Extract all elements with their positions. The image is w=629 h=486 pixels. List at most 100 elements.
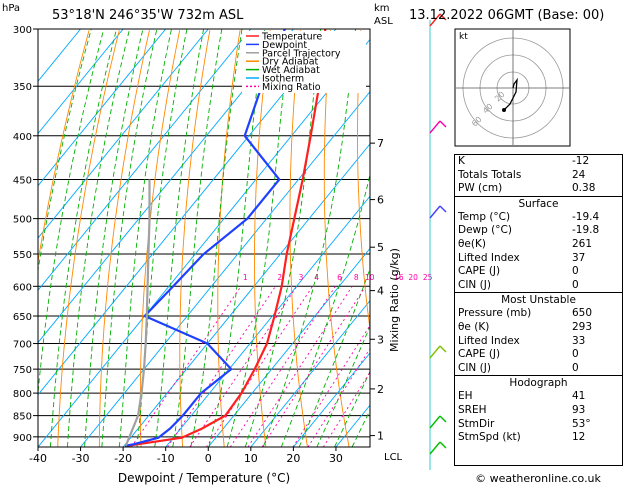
surface-title: Surface: [518, 197, 559, 210]
mixing-ratio-label: 2: [277, 273, 282, 282]
most-unstable-value: 0: [572, 348, 579, 361]
hodo-index-value: 53°: [572, 417, 591, 430]
isotherm: [38, 29, 209, 239]
legend-label-2: Parcel Trajectory: [262, 48, 341, 59]
most-unstable-label: CAPE (J): [458, 348, 501, 361]
most-unstable-value: 650: [572, 307, 593, 320]
hodograph-kt-label: kt: [459, 32, 468, 42]
surface-label: CAPE (J): [458, 265, 501, 278]
pressure-tick-300: 300: [13, 25, 32, 36]
isotherm: [80, 90, 370, 447]
lcl-label: LCL: [384, 452, 403, 463]
legend-label-6: Mixing Ratio: [262, 82, 321, 93]
surface-value: 0: [572, 278, 579, 291]
most-unstable-value: 33: [572, 334, 586, 347]
pressure-tick-400: 400: [13, 132, 32, 143]
asl-label: ASL: [374, 16, 393, 27]
index-label: K: [458, 155, 465, 167]
isotherm: [293, 352, 370, 447]
wet-adiabat: [298, 267, 370, 447]
index-label: Totals Totals: [458, 168, 522, 181]
wet-adiabat: [172, 29, 223, 447]
index-value: -12: [572, 155, 590, 167]
most-unstable-label: Lifted Index: [458, 334, 520, 347]
surface-value: -19.4: [572, 210, 600, 223]
hodo-index-value: 93: [572, 403, 586, 416]
mixing-ratio-line: [261, 286, 366, 447]
wind-barb-3: [429, 345, 441, 359]
series-parcel-trajectory: [124, 179, 151, 447]
legend-label-3: Dry Adiabat: [262, 57, 319, 68]
wind-barb-4: [429, 415, 441, 429]
wind-barb-0: [429, 13, 441, 27]
surface-row: θe(K) 261: [455, 238, 622, 252]
pressure-tick-450: 450: [13, 176, 32, 187]
wet-adiabat: [190, 29, 243, 447]
mixing-ratio-line: [205, 286, 313, 447]
index-row: K -12: [455, 155, 622, 169]
series-dewpoint: [124, 29, 286, 447]
wind-barb-5: [429, 441, 441, 455]
mixing-ratio-label: 16: [394, 273, 404, 282]
surface-value: 261: [572, 237, 593, 250]
x-tick-label: 0: [205, 452, 212, 465]
most-unstable-title: Most Unstable: [501, 294, 576, 307]
pressure-tick-550: 550: [13, 250, 32, 261]
index-row: Totals Totals 24: [455, 169, 622, 183]
hodo-index-label: EH: [458, 390, 473, 403]
index-label: PW (cm): [458, 182, 503, 195]
surface-row: Temp (°C) -19.4: [455, 211, 622, 225]
mixing-ratio-label: 3: [299, 273, 304, 282]
most-unstable-row: CIN (J) 0: [455, 362, 622, 376]
surface-row: CAPE (J) 0: [455, 265, 622, 279]
legend-label-1: Dewpoint: [262, 40, 307, 51]
wind-barb-flag-0: [439, 13, 447, 21]
km-tick-3: 3: [377, 333, 384, 346]
km-tick-6: 6: [377, 194, 384, 207]
hodo-index-row: StmDir 53°: [455, 418, 622, 432]
wind-barb-flag-4: [439, 415, 447, 423]
wind-barb-flag-5: [439, 441, 447, 449]
hodo-index-value: 41: [572, 390, 586, 403]
wet-adiabat: [154, 29, 205, 447]
pressure-tick-500: 500: [13, 215, 32, 226]
hodograph-trace: [503, 77, 518, 111]
km-tick-4: 4: [377, 285, 384, 298]
mixing-ratio-label: 6: [337, 273, 342, 282]
x-tick-label: -10: [157, 452, 175, 465]
pressure-tick-600: 600: [13, 282, 32, 293]
wet-adiabat: [66, 29, 131, 447]
index-value: 24: [572, 168, 586, 181]
hodo-index-row: StmSpd (kt) 12: [455, 431, 622, 445]
dry-adiabat: [357, 30, 370, 333]
mixing-ratio-label: 8: [354, 273, 359, 282]
wind-barb-flag-1: [439, 120, 447, 128]
dry-adiabat: [217, 30, 241, 447]
wet-adiabat: [334, 370, 370, 447]
header-datetime: 13.12.2022 06GMT (Base: 00): [409, 8, 604, 23]
hodo-index-value: 12: [572, 431, 586, 444]
surface-label: Lifted Index: [458, 251, 520, 264]
hodograph-storm-motion: [502, 108, 506, 112]
surface-row: Dewp (°C) -19.8: [455, 224, 622, 238]
most-unstable-value: 0: [572, 361, 579, 374]
surface-label: Temp (°C): [458, 210, 511, 223]
km-tick-7: 7: [377, 137, 384, 150]
legend-label-0: Temperature: [261, 32, 322, 43]
dry-adiabat: [390, 30, 433, 447]
legend-label-4: Wet Adiabat: [262, 65, 320, 76]
wet-adiabat: [38, 29, 105, 398]
dry-adiabat: [323, 30, 350, 447]
surface-row: Lifted Index 37: [455, 252, 622, 266]
pressure-tick-700: 700: [13, 340, 32, 351]
wet-adiabat: [84, 29, 144, 447]
wind-barbs: [429, 13, 447, 470]
dry-adiabat: [98, 30, 150, 447]
header-location: 53°18'N 246°35'W 732m ASL: [52, 8, 244, 23]
mixing-ratio-label: 1: [243, 273, 248, 282]
mixing-ratio-line: [247, 286, 353, 447]
hodo-index-label: StmSpd (kt): [458, 431, 521, 444]
